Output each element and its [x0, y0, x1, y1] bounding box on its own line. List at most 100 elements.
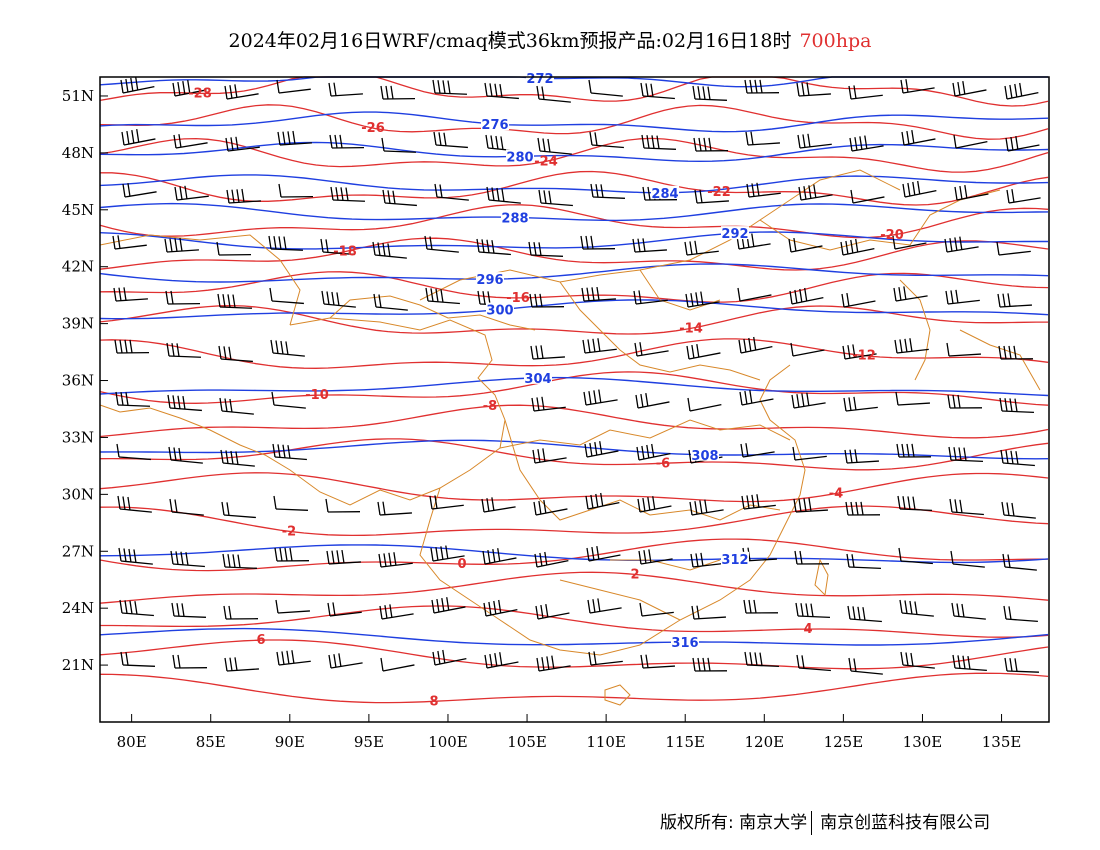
wind-barb: [583, 389, 618, 406]
temperature-contour-line: [99, 404, 1049, 439]
height-label-bg: [651, 185, 679, 199]
wind-barb: [430, 545, 465, 562]
height-label-bg: [524, 370, 552, 384]
northeast-border: [759, 189, 1001, 251]
wind-barb: [641, 134, 677, 150]
wind-barb: [382, 189, 417, 207]
wind-barb: [432, 649, 467, 666]
hainan-island: [604, 684, 631, 706]
wind-barb: [581, 286, 616, 302]
lat-tick-label: 21N: [62, 656, 94, 674]
wind-barb: [329, 134, 365, 149]
wind-barb: [1000, 449, 1035, 467]
wind-barb: [170, 550, 205, 568]
lat-tick-label: 51N: [62, 87, 94, 105]
wind-barb: [432, 79, 468, 95]
tibet-plateau-border: [99, 317, 506, 506]
height-labels: 272 276 280 284 288 292 296 300 304 308 312 316: [476, 71, 749, 651]
wind-barb: [224, 84, 259, 100]
wind-barb: [951, 602, 986, 620]
wind-barb: [952, 654, 987, 672]
height-contour-label: 292: [721, 227, 748, 242]
wind-barb: [847, 605, 882, 623]
height-contour-label: 296: [476, 273, 503, 288]
wind-barbs: [112, 76, 1041, 675]
wind-barb: [1006, 189, 1041, 204]
wind-barb: [378, 552, 413, 568]
wind-barb: [476, 238, 511, 256]
wind-barb: [113, 287, 148, 302]
temperature-contour-label: -22: [707, 185, 731, 200]
height-contour-label: 316: [671, 636, 698, 651]
wind-barb: [483, 599, 518, 617]
height-contour-label: 288: [501, 211, 528, 226]
lat-tick-label: 27N: [62, 542, 94, 560]
height-label-bg: [671, 635, 699, 649]
wind-barb: [693, 137, 729, 152]
wind-barb: [844, 449, 879, 464]
height-contour-line: [99, 627, 1049, 646]
wind-barb: [1005, 136, 1040, 152]
temperature-contour-line: [99, 371, 1049, 406]
wind-barb: [485, 134, 520, 152]
wind-barb: [632, 238, 667, 253]
wind-barb: [166, 342, 202, 358]
wind-barb: [634, 342, 669, 357]
wind-barb: [327, 602, 362, 617]
wind-barb: [585, 492, 620, 510]
lon-tick-label: 125E: [824, 733, 864, 751]
wind-barb: [226, 188, 261, 204]
wind-barb: [744, 79, 780, 94]
wind-barb: [173, 134, 208, 149]
wind-barb: [684, 240, 719, 256]
height-contour-label: 276: [481, 118, 508, 133]
height-label-bg: [721, 226, 749, 240]
wind-barb: [639, 602, 674, 617]
temperature-contour-line: [99, 137, 1049, 173]
wind-barb: [743, 599, 779, 614]
wind-barb: [115, 391, 151, 407]
lat-tick-label: 39N: [62, 315, 94, 333]
wind-barb: [434, 183, 469, 201]
wind-barb: [121, 129, 156, 146]
temperature-contour-label: -16: [506, 291, 530, 306]
wind-barb: [533, 500, 568, 516]
wind-barb: [846, 553, 881, 570]
temperature-contour-label: -18: [333, 245, 357, 260]
temperature-contour-line: [99, 672, 1049, 704]
height-contour-line: [99, 299, 1049, 320]
wind-barb: [638, 549, 673, 565]
wind-barb: [841, 292, 876, 308]
lon-tick-label: 95E: [354, 733, 384, 751]
wind-barb: [796, 82, 831, 97]
wind-barb: [996, 241, 1031, 256]
height-contour-line: [99, 544, 1049, 564]
wind-barb: [372, 241, 407, 259]
wind-barb: [580, 235, 616, 250]
wind-barb: [685, 291, 720, 308]
wind-barb: [431, 597, 466, 614]
wind-barb: [946, 342, 981, 357]
central-borders: [499, 419, 791, 449]
wind-barb: [690, 552, 725, 568]
wind-barb: [590, 183, 626, 199]
wind-barb: [791, 392, 826, 409]
wind-barb: [112, 235, 147, 250]
temperature-labels: -28-26-24-22-20-18-16-14-12-10-8-6-4-202…: [188, 86, 904, 709]
height-label-bg: [476, 272, 504, 286]
wind-barb: [1004, 82, 1039, 100]
wind-barb: [270, 339, 305, 357]
wind-barb: [896, 443, 932, 458]
lon-tick-label: 110E: [586, 733, 626, 751]
wind-barb: [373, 293, 408, 311]
wind-barb: [380, 85, 416, 100]
wind-barb: [744, 651, 779, 668]
height-contour-label: 284: [651, 187, 678, 202]
temperature-contour-label: 2: [630, 567, 639, 582]
wind-barb: [1002, 553, 1037, 571]
wind-barb: [223, 605, 259, 620]
height-contour-label: 280: [506, 150, 533, 165]
lon-tick-label: 120E: [745, 733, 785, 751]
wind-barb: [790, 342, 825, 357]
wind-barb: [954, 185, 989, 201]
